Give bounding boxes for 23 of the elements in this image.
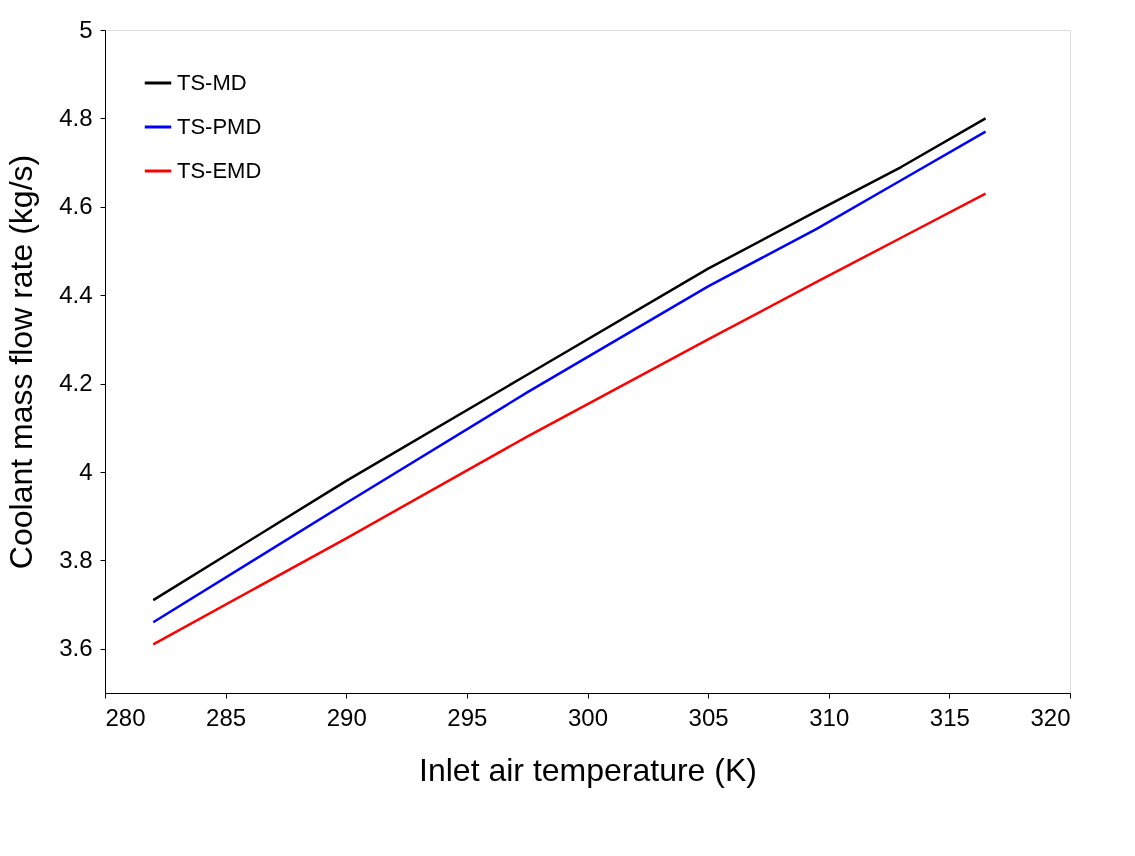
x-tick-label: 290 xyxy=(326,703,367,731)
y-axis-title: Coolant mass flow rate (kg/s) xyxy=(3,154,40,570)
y-tick-label: 3.8 xyxy=(59,545,93,573)
line-series xyxy=(152,192,987,646)
x-tick-label: 315 xyxy=(929,703,970,731)
x-tick-label: 310 xyxy=(809,703,850,731)
x-tick-label: 280 xyxy=(105,703,146,731)
legend-label: TS-EMD xyxy=(177,158,262,183)
y-tick-label: 3.6 xyxy=(59,634,93,662)
y-tick-label: 4.4 xyxy=(59,280,93,308)
y-tick-label: 4 xyxy=(79,457,93,485)
legend-label: TS-PMD xyxy=(177,114,262,139)
y-tick-label: 5 xyxy=(79,15,93,43)
x-tick-label: 320 xyxy=(1030,703,1071,731)
x-axis-title: Inlet air temperature (K) xyxy=(419,751,757,788)
x-tick-label: 285 xyxy=(206,703,247,731)
legend-label: TS-MD xyxy=(177,70,247,95)
x-tick-label: 300 xyxy=(567,703,609,731)
y-tick-label: 4.2 xyxy=(59,369,93,397)
y-tick-label: 4.8 xyxy=(59,103,93,131)
x-tick-label: 295 xyxy=(447,703,488,731)
y-tick-label: 4.6 xyxy=(59,192,93,220)
x-tick-label: 305 xyxy=(688,703,729,731)
